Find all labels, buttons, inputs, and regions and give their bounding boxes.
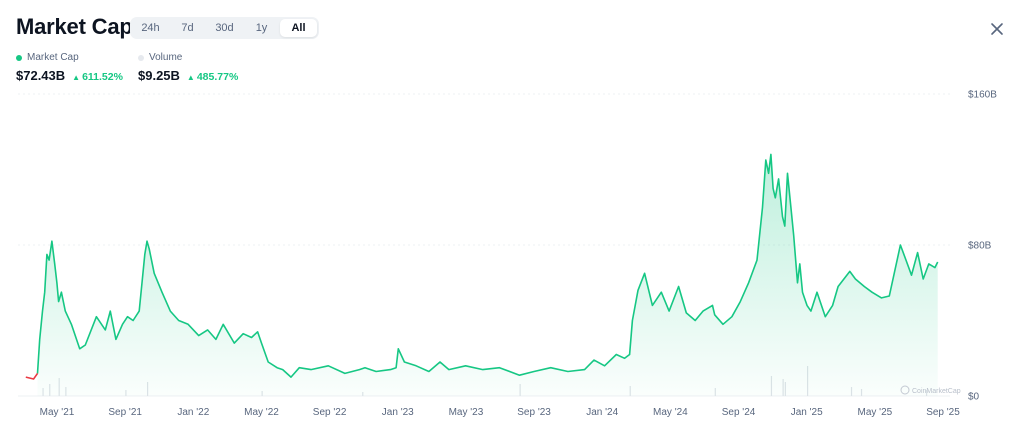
time-range-tabs: 24h 7d 30d 1y All [130, 17, 319, 39]
market-cap-value: $72.43B [16, 68, 66, 83]
volume-change: ▲ 485.77% [187, 71, 238, 83]
market-cap-area [37, 154, 938, 396]
market-cap-dot [16, 54, 22, 61]
x-tick-label: Sep '25 [926, 407, 960, 418]
y-tick-label: $80B [968, 241, 992, 252]
x-tick-label: Sep '22 [313, 407, 347, 418]
watermark-logo-icon [900, 385, 910, 395]
tab-24h[interactable]: 24h [141, 22, 160, 34]
legend-market-cap[interactable]: Market Cap [16, 52, 79, 63]
up-triangle-icon: ▲ [186, 73, 195, 82]
x-tick-label: Jan '24 [586, 407, 618, 418]
market-cap-change: ▲ 611.52% [72, 71, 123, 83]
legend-volume-label: Volume [149, 52, 183, 63]
x-tick-label: Jan '22 [177, 407, 209, 418]
market-cap-stat: $72.43B ▲ 611.52% [16, 68, 123, 83]
volume-change-text: 485.77% [196, 71, 239, 83]
volume-value: $9.25B [138, 68, 180, 83]
tab-30d[interactable]: 30d [215, 22, 234, 34]
x-tick-label: Sep '23 [517, 407, 551, 418]
x-tick-label: Sep '24 [722, 407, 756, 418]
x-tick-label: May '24 [653, 407, 688, 418]
market-cap-line-down [25, 372, 39, 380]
volume-dot [138, 54, 144, 61]
legend-market-cap-label: Market Cap [27, 52, 79, 63]
market-cap-change-text: 611.52% [82, 71, 123, 83]
x-tick-label: May '22 [244, 407, 279, 418]
x-tick-label: Jan '25 [791, 407, 823, 418]
watermark-text: CoinMarketCap [912, 388, 961, 395]
tab-1y[interactable]: 1y [255, 22, 268, 34]
x-tick-label: May '25 [857, 407, 892, 418]
x-tick-label: May '23 [449, 407, 484, 418]
tab-all[interactable]: All [280, 19, 317, 37]
market-cap-line [36, 153, 939, 378]
up-triangle-icon: ▲ [72, 73, 81, 82]
x-tick-label: May '21 [40, 407, 75, 418]
y-tick-label: $0 [968, 392, 980, 403]
close-button[interactable] [986, 18, 1008, 40]
page-title: Market Cap [16, 14, 133, 39]
x-tick-label: Jan '23 [382, 407, 414, 418]
close-icon [991, 23, 1003, 35]
x-tick-label: Sep '21 [108, 407, 142, 418]
legend-volume[interactable]: Volume [138, 52, 182, 63]
watermark: CoinMarketCap [900, 385, 961, 395]
tab-7d[interactable]: 7d [181, 22, 194, 34]
volume-stat: $9.25B ▲ 485.77% [138, 68, 238, 83]
y-tick-label: $160B [968, 90, 997, 101]
